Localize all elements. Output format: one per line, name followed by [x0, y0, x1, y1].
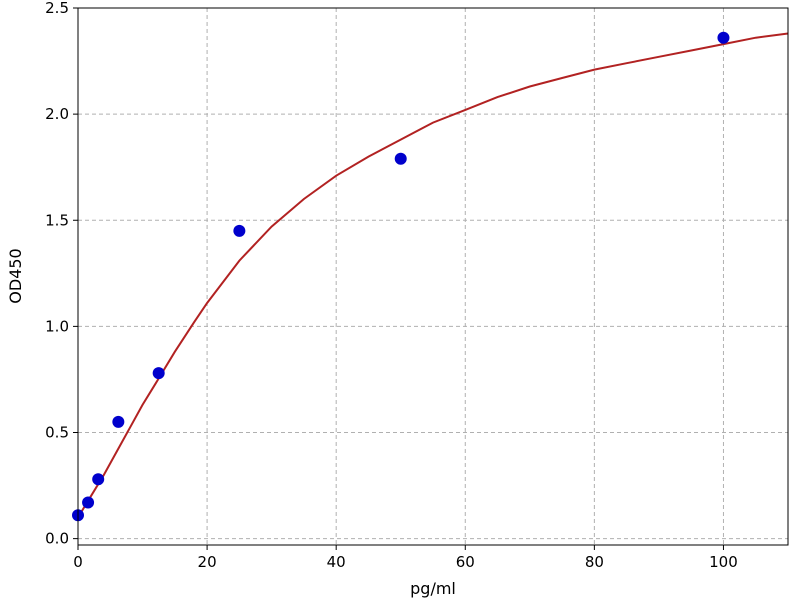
data-point	[394, 152, 407, 165]
fit-curve	[77, 32, 789, 518]
x-tick-label: 40	[327, 553, 346, 571]
x-tick-label: 100	[709, 553, 738, 571]
x-axis-label: pg/ml	[410, 579, 456, 598]
plot-frame	[77, 7, 789, 546]
data-point	[717, 31, 730, 44]
ticks: 0 20 40 60 80 100 0.0 0.5 1.0 1.5 2.0 2.5	[45, 0, 738, 571]
x-tick-label: 80	[585, 553, 604, 571]
y-tick-label: 0.5	[45, 424, 69, 442]
data-point	[112, 415, 125, 428]
x-tick-label: 60	[456, 553, 475, 571]
y-tick-label: 1.0	[45, 317, 69, 335]
y-tick-label: 1.5	[45, 211, 69, 229]
y-tick-label: 0.0	[45, 530, 69, 548]
data-point	[82, 496, 95, 509]
x-tick-label: 0	[73, 553, 83, 571]
x-tick-label: 20	[198, 553, 217, 571]
y-tick-label: 2.5	[45, 0, 69, 17]
grid	[78, 8, 788, 545]
data-points-layer	[72, 31, 730, 522]
data-point	[233, 224, 246, 237]
fit-curve-layer	[77, 32, 789, 518]
data-point	[152, 367, 165, 380]
y-tick-label: 2.0	[45, 105, 69, 123]
data-point	[92, 473, 105, 486]
y-axis-label: OD450	[6, 248, 25, 303]
